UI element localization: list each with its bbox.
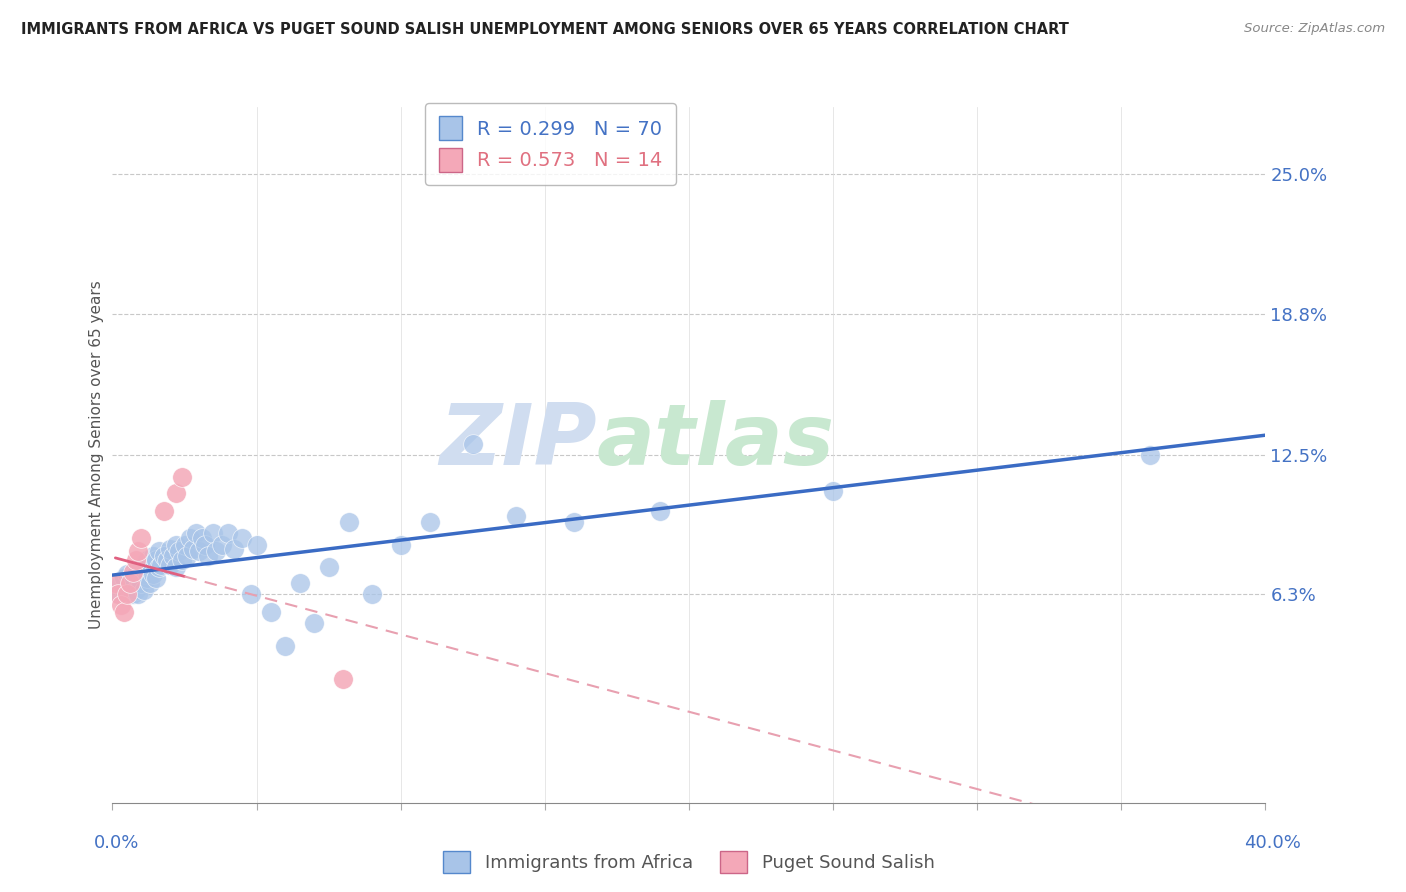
Point	[211, 538, 233, 552]
Point	[332, 673, 354, 687]
Point	[162, 549, 184, 563]
Point	[217, 526, 239, 541]
Point	[112, 571, 135, 585]
Point	[260, 605, 283, 619]
Point	[118, 571, 141, 585]
Point	[107, 587, 129, 601]
Text: 40.0%: 40.0%	[1244, 834, 1301, 852]
Point	[110, 575, 132, 590]
Point	[145, 553, 167, 567]
Point	[170, 470, 193, 484]
Point	[127, 571, 149, 585]
Point	[136, 553, 159, 567]
Point	[124, 553, 146, 567]
Point	[127, 544, 149, 558]
Point	[202, 526, 225, 541]
Point	[142, 549, 165, 563]
Point	[205, 544, 228, 558]
Point	[121, 587, 143, 601]
Text: ZIP: ZIP	[439, 400, 596, 483]
Point	[184, 526, 207, 541]
Point	[156, 553, 179, 567]
Point	[419, 515, 441, 529]
Point	[121, 575, 143, 590]
Point	[104, 575, 127, 590]
Point	[389, 538, 412, 552]
Point	[179, 531, 201, 545]
Point	[288, 575, 311, 590]
Point	[176, 549, 198, 563]
Point	[129, 531, 153, 545]
Point	[648, 504, 672, 518]
Point	[115, 587, 138, 601]
Point	[1139, 448, 1161, 462]
Point	[129, 575, 153, 590]
Text: atlas: atlas	[596, 400, 835, 483]
Point	[107, 587, 129, 601]
Point	[134, 566, 156, 581]
Point	[112, 605, 135, 619]
Point	[118, 575, 141, 590]
Point	[139, 575, 162, 590]
Point	[124, 582, 146, 597]
Point	[159, 558, 181, 572]
Point	[318, 560, 340, 574]
Point	[461, 436, 484, 450]
Point	[129, 560, 153, 574]
Point	[304, 616, 326, 631]
Point	[274, 639, 297, 653]
Point	[145, 571, 167, 585]
Point	[153, 504, 176, 518]
Point	[231, 531, 253, 545]
Point	[360, 587, 382, 601]
Point	[188, 544, 211, 558]
Point	[165, 560, 187, 574]
Point	[181, 542, 204, 557]
Point	[173, 538, 195, 552]
Point	[165, 486, 187, 500]
Point	[112, 582, 135, 597]
Point	[239, 587, 262, 601]
Point	[222, 542, 245, 557]
Text: Source: ZipAtlas.com: Source: ZipAtlas.com	[1244, 22, 1385, 36]
Point	[148, 560, 170, 574]
Point	[165, 538, 187, 552]
Point	[337, 515, 360, 529]
Point	[170, 553, 193, 567]
Point	[139, 558, 162, 572]
Point	[245, 538, 267, 552]
Point	[124, 566, 146, 581]
Text: IMMIGRANTS FROM AFRICA VS PUGET SOUND SALISH UNEMPLOYMENT AMONG SENIORS OVER 65 : IMMIGRANTS FROM AFRICA VS PUGET SOUND SA…	[21, 22, 1069, 37]
Point	[153, 549, 176, 563]
Y-axis label: Unemployment Among Seniors over 65 years: Unemployment Among Seniors over 65 years	[89, 281, 104, 629]
Point	[194, 538, 217, 552]
Point	[150, 558, 173, 572]
Legend: Immigrants from Africa, Puget Sound Salish: Immigrants from Africa, Puget Sound Sali…	[433, 840, 945, 884]
Point	[159, 542, 181, 557]
Point	[110, 599, 132, 613]
Point	[167, 544, 190, 558]
Point	[134, 582, 156, 597]
Point	[115, 566, 138, 581]
Point	[127, 587, 149, 601]
Point	[821, 483, 844, 498]
Point	[118, 582, 141, 597]
Point	[148, 544, 170, 558]
Point	[115, 587, 138, 601]
Point	[136, 571, 159, 585]
Point	[505, 508, 527, 523]
Point	[121, 565, 143, 579]
Point	[197, 549, 219, 563]
Point	[142, 566, 165, 581]
Text: 0.0%: 0.0%	[94, 834, 139, 852]
Point	[562, 515, 585, 529]
Point	[191, 531, 214, 545]
